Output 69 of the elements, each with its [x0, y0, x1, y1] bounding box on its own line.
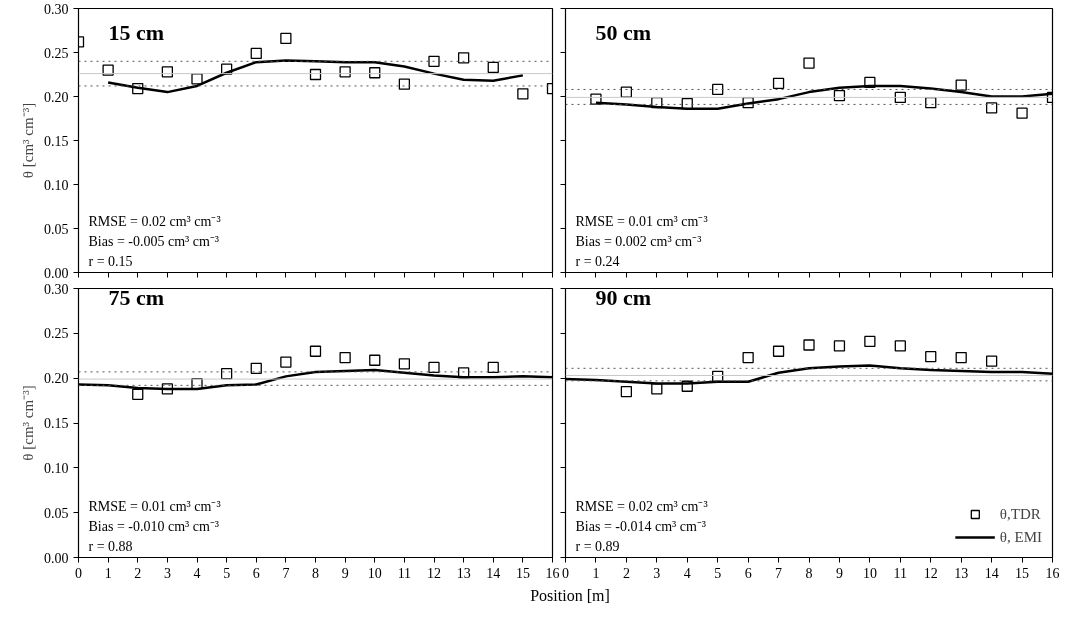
x-tick-label: 5 — [714, 565, 722, 581]
x-tick-label: 15 — [515, 565, 530, 581]
y-tick-label: 0.20 — [44, 89, 69, 105]
y-tick-label: 0.10 — [44, 460, 69, 476]
x-tick-label: 12 — [427, 565, 441, 581]
annotation: r = 0.88 — [88, 538, 133, 554]
x-axis-title: Position [m] — [530, 586, 610, 606]
x-tick-label: 14 — [486, 565, 501, 581]
annotation: RMSE = 0.01 cm³ cm⁻³ — [88, 498, 221, 514]
x-tick-label: 0 — [75, 565, 82, 581]
y-tick-label: 0.30 — [44, 281, 69, 297]
x-tick-label: 11 — [893, 565, 908, 581]
x-tick-label: 11 — [397, 565, 412, 581]
x-tick-label: 12 — [923, 565, 938, 581]
x-tick-label: 0 — [562, 565, 569, 581]
annotation: r = 0.15 — [88, 253, 133, 269]
x-tick-label: 10 — [367, 565, 382, 581]
x-tick-label: 8 — [805, 565, 813, 581]
x-tick-label: 6 — [252, 565, 260, 581]
annotation: Bias = -0.010 cm³ cm⁻³ — [88, 518, 220, 534]
chart-title: 90 cm — [595, 284, 652, 310]
x-tick-label: 2 — [134, 565, 142, 581]
annotation: Bias = 0.002 cm³ cm⁻³ — [575, 233, 702, 249]
x-tick-label: 13 — [456, 565, 471, 581]
x-tick-label: 4 — [683, 565, 691, 581]
y-axis-title: θ [cm³ cm⁻³] — [20, 385, 36, 461]
x-tick-label: 9 — [341, 565, 349, 581]
y-tick-label: 0.10 — [44, 177, 69, 193]
y-tick-label: 0.25 — [44, 326, 69, 342]
y-tick-label: 0.15 — [44, 416, 69, 431]
y-tick-label: 0.15 — [44, 133, 69, 149]
x-tick-label: 9 — [835, 565, 843, 581]
x-tick-label: 16 — [545, 565, 560, 581]
y-tick-label: 0.00 — [44, 265, 69, 281]
x-tick-label: 2 — [622, 565, 630, 581]
x-tick-label: 8 — [312, 565, 319, 581]
annotation: r = 0.89 — [575, 538, 620, 554]
annotation: r = 0.24 — [575, 253, 620, 269]
annotation: RMSE = 0.02 cm³ cm⁻³ — [88, 213, 221, 229]
x-tick-label: 7 — [282, 565, 290, 581]
x-tick-label: 16 — [1045, 565, 1060, 581]
x-tick-label: 3 — [653, 565, 661, 581]
x-tick-label: 14 — [984, 565, 999, 581]
text: 15 cm — [108, 19, 165, 45]
y-axis-title: θ [cm³ cm⁻³] — [20, 102, 36, 179]
text: 50 cm — [595, 19, 652, 45]
y-tick-label: 0.05 — [44, 221, 69, 237]
y-tick-label: 0.20 — [44, 371, 69, 387]
x-tick-label: 4 — [193, 565, 201, 581]
annotation: Bias = -0.005 cm³ cm⁻³ — [88, 233, 220, 249]
legend-label: θ,TDR — [999, 505, 1041, 523]
y-tick-label: 0.00 — [44, 550, 69, 566]
x-tick-label: 10 — [862, 565, 877, 581]
x-tick-label: 5 — [223, 565, 231, 581]
y-tick-label: 0.05 — [44, 505, 69, 521]
annotation: RMSE = 0.02 cm³ cm⁻³ — [575, 498, 708, 514]
x-tick-label: 1 — [592, 565, 600, 581]
annotation: RMSE = 0.01 cm³ cm⁻³ — [575, 213, 708, 229]
x-tick-label: 6 — [744, 565, 752, 581]
legend-label: θ, EMI — [999, 528, 1042, 546]
x-tick-label: 3 — [163, 565, 171, 581]
x-tick-label: 15 — [1015, 565, 1030, 581]
chart-title: 75 cm — [108, 284, 165, 310]
y-tick-label: 0.25 — [44, 45, 69, 61]
x-tick-label: 1 — [104, 565, 112, 581]
x-tick-label: 7 — [775, 565, 783, 581]
annotation: Bias = -0.014 cm³ cm⁻³ — [575, 518, 707, 534]
y-tick-label: 0.30 — [44, 1, 69, 17]
x-tick-label: 13 — [954, 565, 969, 581]
